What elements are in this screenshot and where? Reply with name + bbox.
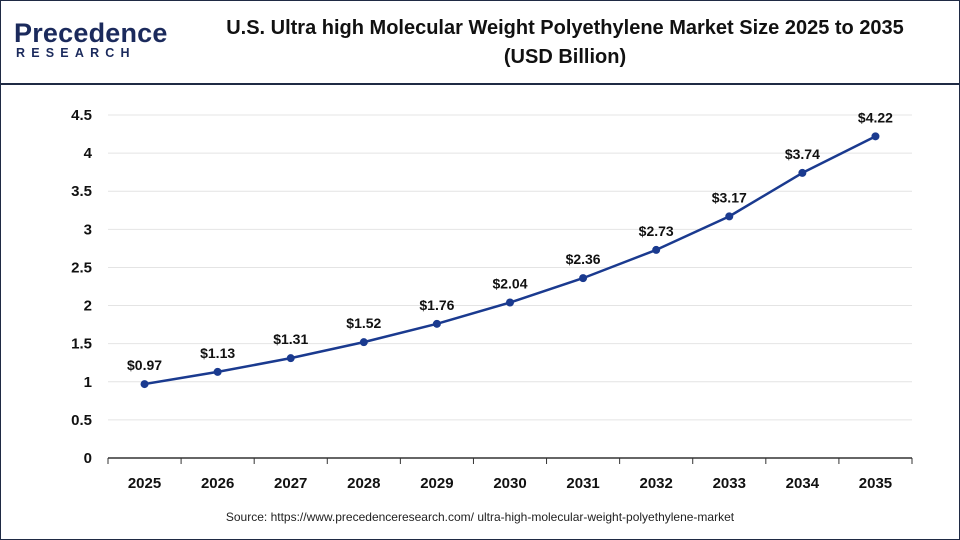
data-point bbox=[798, 168, 807, 177]
x-tick-label: 2028 bbox=[347, 475, 380, 492]
header: Precedence RESEARCH U.S. Ultra high Mole… bbox=[0, 0, 960, 85]
data-point bbox=[652, 245, 661, 254]
x-tick-label: 2031 bbox=[566, 475, 599, 492]
y-tick-label: 1.5 bbox=[71, 336, 92, 353]
data-point bbox=[359, 338, 368, 347]
data-label: $1.31 bbox=[273, 331, 308, 347]
data-label: $1.52 bbox=[346, 315, 381, 331]
x-tick-label: 2034 bbox=[786, 475, 820, 492]
y-tick-label: 3.5 bbox=[71, 183, 92, 200]
data-label: $3.17 bbox=[712, 189, 747, 205]
source-note: Source: https://www.precedenceresearch.c… bbox=[225, 510, 735, 524]
chart-title: U.S. Ultra high Molecular Weight Polyeth… bbox=[180, 14, 950, 72]
y-tick-label: 4.5 bbox=[71, 107, 92, 124]
x-tick-label: 2027 bbox=[274, 475, 307, 492]
brand-name: Precedence bbox=[14, 18, 168, 49]
data-point bbox=[871, 132, 880, 141]
data-label: $4.22 bbox=[858, 109, 893, 125]
y-tick-label: 3 bbox=[84, 221, 92, 238]
data-label: $1.13 bbox=[200, 345, 235, 361]
chart-title-line1: U.S. Ultra high Molecular Weight Polyeth… bbox=[226, 17, 904, 39]
data-point bbox=[506, 298, 514, 307]
y-tick-label: 4 bbox=[84, 145, 93, 162]
data-point bbox=[432, 319, 441, 328]
data-point bbox=[725, 212, 734, 221]
data-label: $2.36 bbox=[566, 251, 601, 267]
data-label: $2.73 bbox=[639, 223, 674, 239]
y-tick-label: 0 bbox=[84, 450, 92, 467]
x-tick-label: 2029 bbox=[420, 475, 453, 492]
y-tick-label: 0.5 bbox=[71, 412, 92, 429]
brand-subtitle: RESEARCH bbox=[16, 46, 136, 60]
data-point bbox=[579, 274, 588, 283]
series-line bbox=[144, 135, 877, 386]
data-point bbox=[140, 380, 149, 389]
y-tick-label: 2 bbox=[84, 298, 92, 315]
y-tick-label: 2.5 bbox=[71, 259, 92, 276]
x-tick-label: 2032 bbox=[639, 475, 672, 492]
x-tick-label: 2035 bbox=[859, 475, 892, 492]
data-label: $3.74 bbox=[785, 146, 820, 162]
x-tick-label: 2025 bbox=[128, 475, 161, 492]
data-point bbox=[213, 367, 222, 376]
data-point bbox=[286, 354, 295, 363]
brand-rest: recedence bbox=[32, 18, 168, 48]
data-label: $2.04 bbox=[492, 276, 527, 292]
brand-logo: Precedence RESEARCH bbox=[14, 18, 167, 66]
x-tick-label: 2030 bbox=[493, 475, 526, 492]
y-tick-label: 1 bbox=[84, 374, 92, 391]
data-label: $1.76 bbox=[419, 297, 454, 313]
x-tick-label: 2033 bbox=[713, 475, 746, 492]
brand-initial: P bbox=[14, 18, 33, 48]
chart-title-line2: (USD Billion) bbox=[503, 46, 627, 68]
x-tick-label: 2026 bbox=[201, 475, 234, 492]
data-label: $0.97 bbox=[127, 357, 162, 373]
